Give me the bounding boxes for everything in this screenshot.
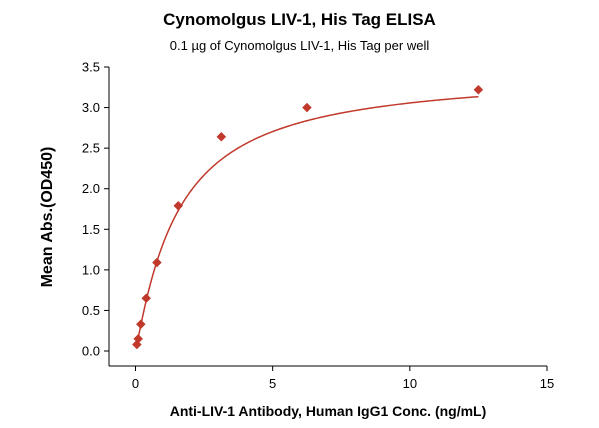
x-tick-label: 15 — [540, 376, 554, 391]
axes — [108, 67, 547, 367]
x-tick-label: 10 — [403, 376, 417, 391]
y-tick-label: 3.5 — [82, 60, 100, 75]
data-points — [131, 84, 484, 350]
data-point — [216, 131, 227, 142]
x-axis-title: Anti-LIV-1 Antibody, Human IgG1 Conc. (n… — [170, 403, 487, 419]
data-point — [302, 102, 312, 113]
chart-title: Cynomolgus LIV-1, His Tag ELISA — [163, 10, 436, 29]
y-tick-label: 1.0 — [82, 262, 100, 277]
y-tick-label: 1.5 — [82, 222, 100, 237]
data-point — [473, 84, 484, 95]
y-tick-label: 0.0 — [82, 344, 100, 359]
data-point — [152, 257, 162, 268]
x-tick-label: 0 — [132, 376, 139, 391]
data-point — [173, 200, 184, 211]
chart-subtitle: 0.1 µg of Cynomolgus LIV-1, His Tag per … — [169, 38, 430, 53]
y-axis-title: Mean Abs.(OD450) — [39, 147, 56, 288]
y-tick-label: 2.5 — [82, 141, 100, 156]
x-tick-label: 5 — [269, 376, 276, 391]
fit-curve — [136, 95, 479, 346]
y-tick-label: 3.0 — [82, 100, 100, 115]
y-ticks: 0.0 0.5 1.0 1.5 2.0 2.5 3.0 3.5 — [82, 60, 109, 359]
data-point — [141, 293, 152, 304]
y-tick-label: 0.5 — [82, 303, 100, 318]
data-point — [135, 319, 146, 330]
data-point — [133, 333, 144, 344]
x-ticks: 0 5 10 15 — [132, 366, 554, 391]
y-tick-label: 2.0 — [82, 181, 100, 196]
